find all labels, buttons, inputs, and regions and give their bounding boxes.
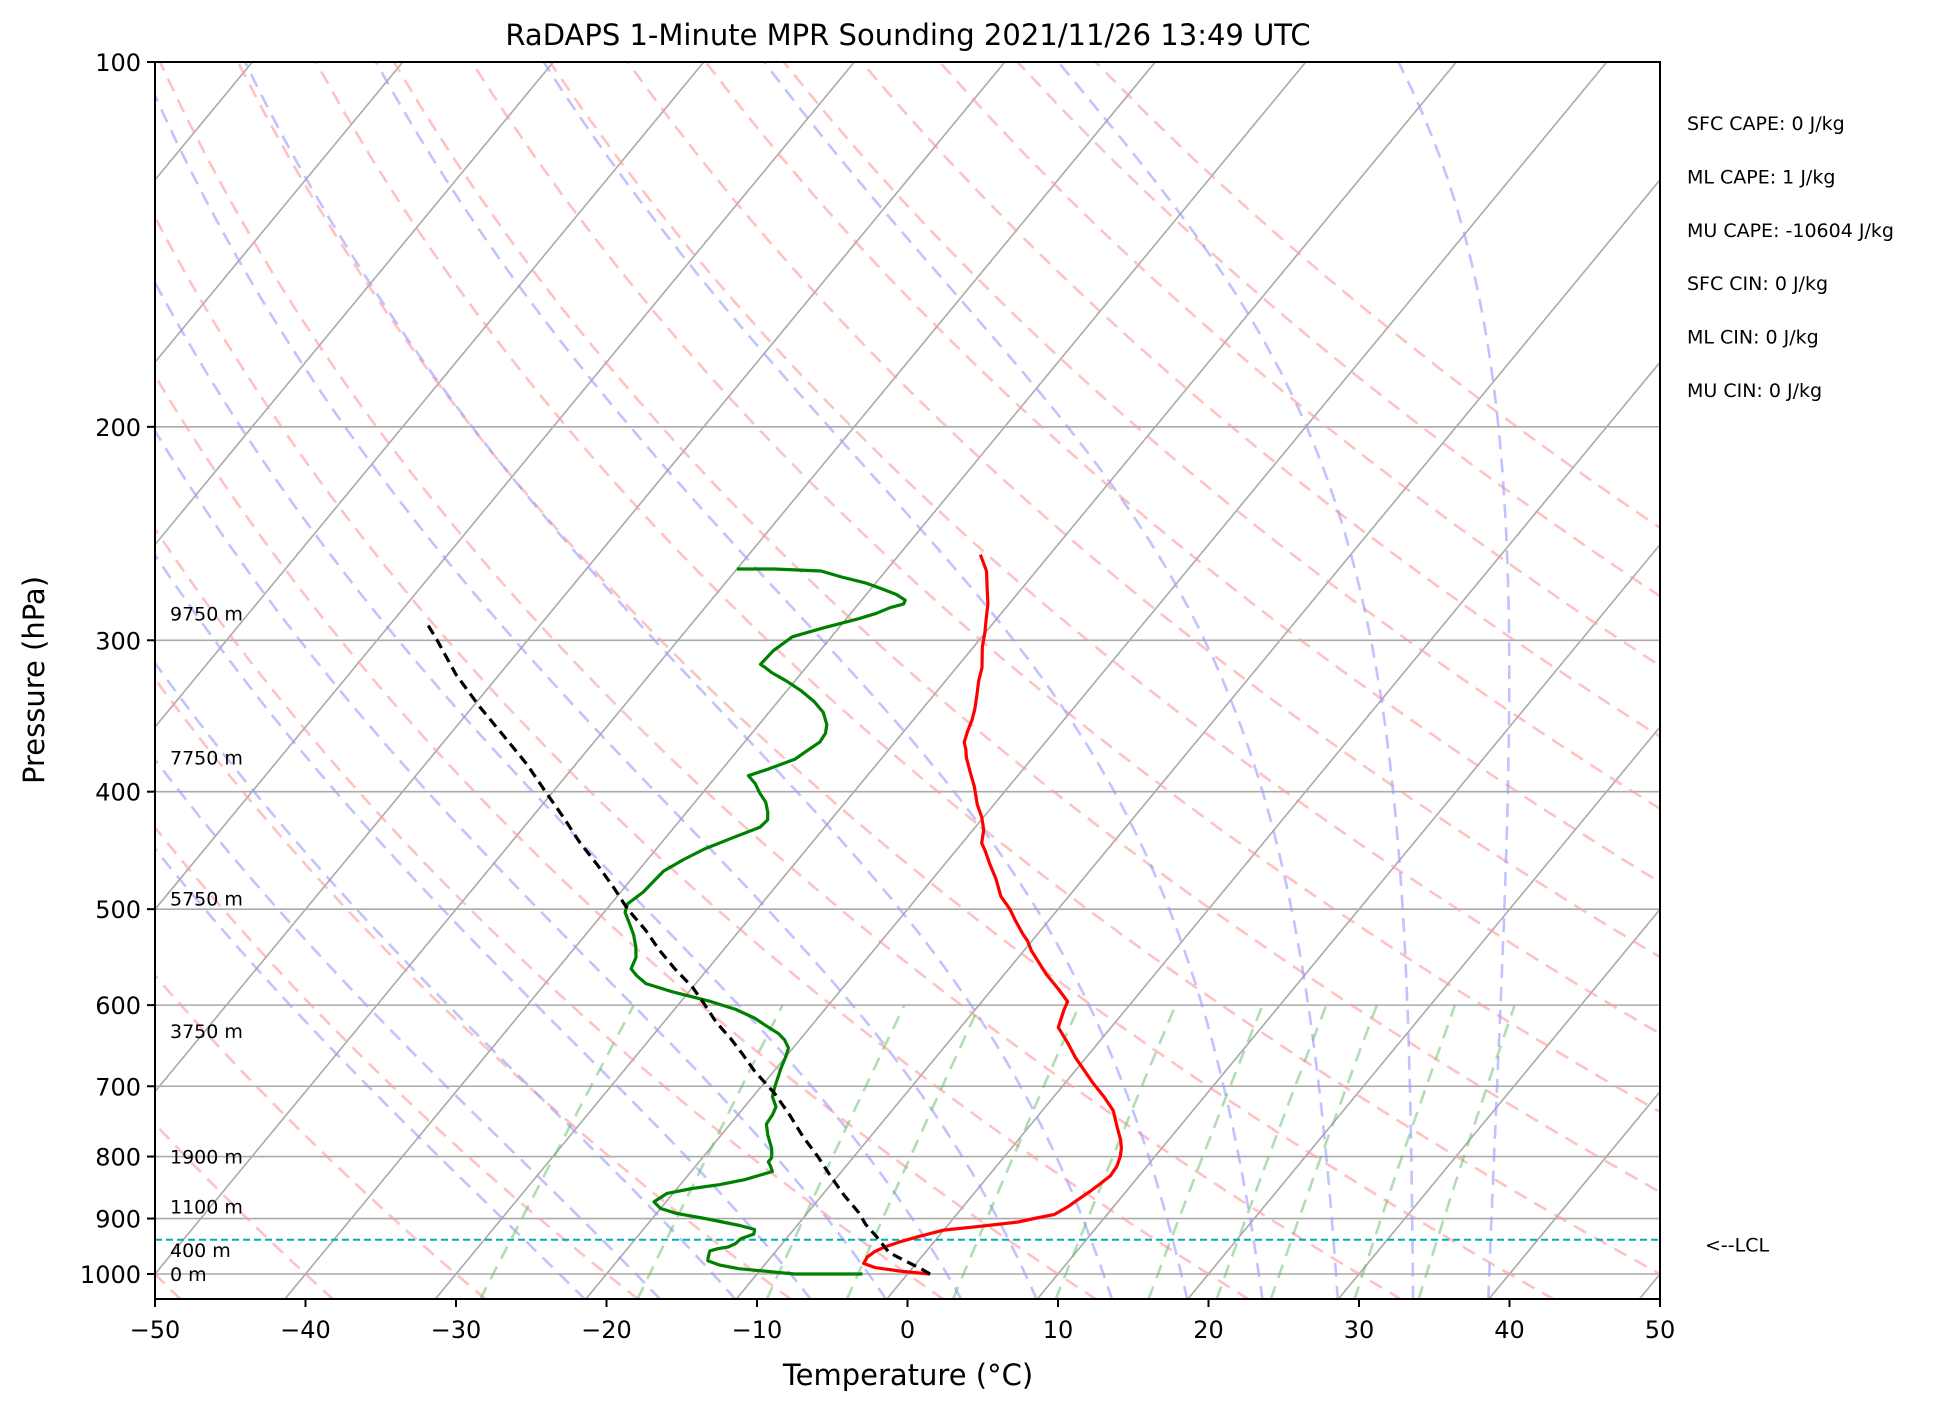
- y-tick-label: 100: [95, 49, 141, 77]
- moist-adiabat-line: [155, 279, 963, 1299]
- x-tick-label: −40: [280, 1316, 331, 1344]
- dry-adiabat-line: [155, 373, 1098, 1299]
- dry-adiabat-line: [314, 62, 1660, 1276]
- height-label: 400 m: [170, 1240, 231, 1262]
- stability-index-text: ML CIN: 0 J/kg: [1687, 327, 1819, 349]
- stability-index-text: SFC CIN: 0 J/kg: [1687, 273, 1828, 295]
- moist-adiabat-line: [155, 428, 888, 1299]
- x-tick-label: −10: [732, 1316, 783, 1344]
- isotherm-line: [155, 62, 855, 911]
- height-label: 3750 m: [170, 1021, 243, 1043]
- height-label: 5750 m: [170, 889, 243, 911]
- stability-index-text: ML CAPE: 1 J/kg: [1687, 166, 1835, 188]
- dry-adiabat-line: [155, 825, 640, 1299]
- height-label: 1900 m: [170, 1147, 243, 1169]
- x-tick-label: 20: [1193, 1316, 1224, 1344]
- x-tick-label: 0: [900, 1316, 915, 1344]
- y-tick-label: 600: [95, 992, 141, 1020]
- dry-adiabat-line: [236, 62, 1556, 1299]
- y-tick-label: 200: [95, 414, 141, 442]
- stability-index-text: SFC CAPE: 0 J/kg: [1687, 113, 1845, 135]
- moist-adiabat-line: [763, 62, 1340, 1299]
- temperature-line: [861, 554, 1124, 1276]
- x-tick-label: 40: [1494, 1316, 1525, 1344]
- moist-adiabat-line: [542, 62, 1264, 1299]
- moist-adiabat-line: [155, 846, 587, 1299]
- isotherm-line: [155, 62, 1156, 1276]
- moist-adiabat-line: [1057, 62, 1415, 1299]
- isotherm-line: [155, 62, 1006, 1093]
- dewpoint-line: [623, 567, 907, 1276]
- height-label: 9750 m: [170, 603, 243, 625]
- moist-adiabat-line: [155, 92, 1038, 1299]
- y-tick-label: 300: [95, 627, 141, 655]
- mixing-ratio-line: [765, 1004, 906, 1299]
- isotherm-line: [283, 62, 1307, 1299]
- mixing-ratio-line: [845, 1004, 981, 1299]
- y-tick-label: 900: [95, 1206, 141, 1234]
- stability-index-text: MU CAPE: -10604 J/kg: [1687, 220, 1894, 242]
- axes: −50 −40 −30 −20 −10 0 10 20 30 40 50 100 200 300 400 50…: [80, 49, 1675, 1344]
- dry-adiabat-line: [548, 62, 1660, 1036]
- isotherm-line: [735, 178, 1660, 1299]
- profile-series: [425, 554, 1124, 1276]
- height-label: 0 m: [170, 1264, 207, 1286]
- stability-indices: SFC CAPE: 0 J/kg ML CAPE: 1 J/kg MU CAPE: …: [1687, 113, 1894, 402]
- x-tick-label: −30: [431, 1316, 482, 1344]
- y-axis-label: Pressure (hPa): [17, 576, 51, 784]
- isotherm-line: [155, 62, 404, 364]
- y-tick-label: 700: [95, 1073, 141, 1101]
- dry-adiabat-line: [470, 62, 1660, 1114]
- isotherm-line: [1036, 543, 1660, 1299]
- y-tick-label: 400: [95, 779, 141, 807]
- x-tick-label: −50: [130, 1316, 181, 1344]
- background-grid: [155, 62, 1660, 1299]
- isotherm-line: [584, 62, 1608, 1299]
- dry-adiabat-line: [392, 62, 1660, 1194]
- dry-adiabat-line: [158, 62, 1403, 1299]
- height-label: 7750 m: [170, 748, 243, 770]
- isotherm-line: [1186, 725, 1660, 1299]
- x-tick-label: −20: [581, 1316, 632, 1344]
- x-tick-label: 50: [1645, 1316, 1676, 1344]
- moist-adiabat-line: [1397, 62, 1511, 1299]
- y-tick-label: 500: [95, 896, 141, 924]
- x-axis-label: Temperature (°C): [782, 1358, 1033, 1392]
- mixing-ratio-line: [478, 1004, 635, 1299]
- y-tick-label: 800: [95, 1144, 141, 1172]
- y-tick-label: 1000: [80, 1261, 141, 1289]
- dry-adiabat-line: [155, 1122, 335, 1299]
- height-label: 1100 m: [170, 1197, 243, 1219]
- isotherm-line: [1487, 1090, 1660, 1299]
- x-tick-label: 30: [1344, 1316, 1375, 1344]
- x-tick-label: 10: [1043, 1316, 1074, 1344]
- parcel-profile-line: [425, 621, 931, 1276]
- dry-adiabat-line: [704, 62, 1660, 884]
- chart-title: RaDAPS 1-Minute MPR Sounding 2021/11/26 …: [505, 18, 1310, 52]
- moist-adiabat-line: [243, 62, 1114, 1299]
- stability-index-text: MU CIN: 0 J/kg: [1687, 380, 1822, 402]
- dry-adiabat-line: [626, 62, 1660, 959]
- isotherm-line: [155, 62, 705, 729]
- isotherm-line: [1337, 908, 1660, 1299]
- isotherm-line: [434, 62, 1457, 1299]
- isotherm-line: [885, 360, 1660, 1299]
- isotherm-line: [155, 62, 554, 546]
- lcl-label: <--LCL: [1705, 1235, 1769, 1257]
